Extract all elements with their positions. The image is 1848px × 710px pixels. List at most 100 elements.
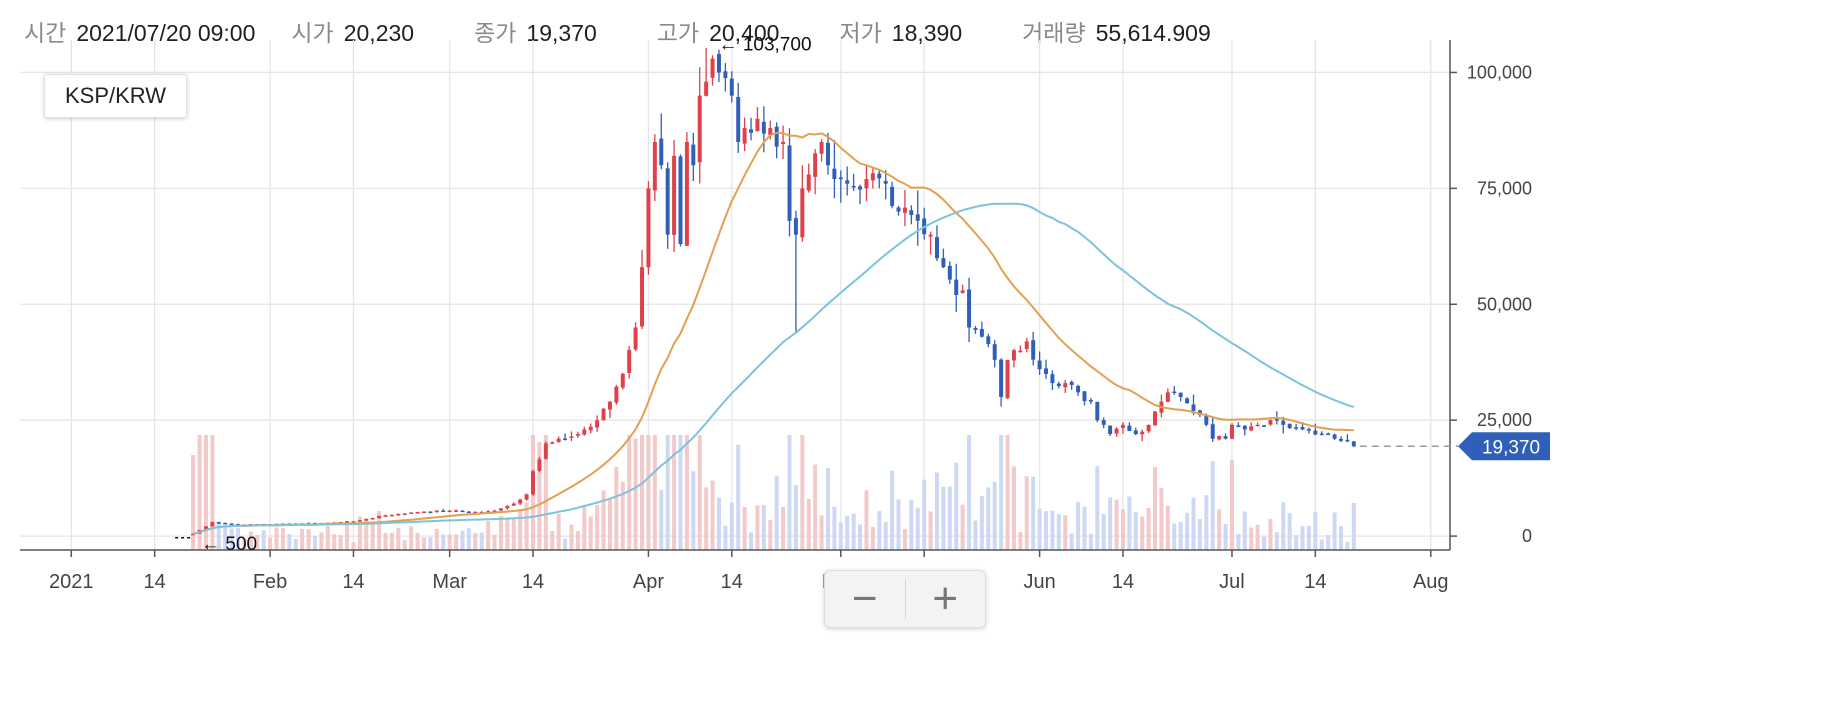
candle-body: [518, 499, 523, 504]
volume-bar: [1338, 526, 1343, 550]
volume-bar: [261, 530, 266, 550]
open-value: 20,230: [343, 20, 415, 46]
candle-body: [531, 471, 535, 495]
volume-bar: [370, 521, 375, 550]
candle-body: [652, 142, 657, 191]
candle-body: [1165, 392, 1170, 402]
candle-body: [1005, 359, 1010, 399]
volume-bar: [197, 435, 202, 550]
volume-bar: [716, 497, 721, 550]
x-tick-label: 14: [1304, 571, 1326, 593]
y-tick-label: 0: [1522, 526, 1532, 546]
candle-body: [672, 155, 677, 235]
volume-bar: [870, 526, 875, 550]
volume-bar: [1037, 508, 1042, 550]
candle-body: [1185, 398, 1190, 404]
candle-body: [1088, 399, 1093, 402]
candle-body: [434, 510, 439, 512]
volume-bar: [255, 534, 260, 550]
volume-bar: [883, 522, 888, 550]
volume-bar: [466, 528, 471, 550]
volume-bar: [1287, 513, 1292, 550]
candle-body: [543, 443, 548, 459]
candle-body: [819, 142, 824, 154]
volume-bar: [864, 490, 869, 550]
candle-body: [1076, 385, 1081, 393]
volume-bar: [338, 535, 343, 550]
candle-body: [1274, 419, 1279, 421]
volume-bar: [319, 532, 324, 550]
symbol-badge[interactable]: KSP/KRW: [44, 74, 188, 118]
candle-body: [595, 420, 600, 428]
zoom-out-button[interactable]: −: [851, 574, 878, 623]
volume-bar: [582, 506, 587, 550]
volume-bar: [1108, 497, 1113, 550]
volume-bar: [1281, 502, 1286, 550]
volume-bar: [1306, 525, 1311, 550]
candle-body: [1326, 433, 1331, 436]
candle-body: [236, 524, 241, 526]
candle-body: [1024, 341, 1029, 350]
candle-body: [678, 156, 683, 244]
zoom-divider: [904, 579, 906, 619]
volume-bar: [1210, 461, 1215, 550]
volume-bar: [1140, 516, 1145, 550]
volume-bar: [691, 471, 696, 550]
volume-bar: [479, 532, 484, 550]
volume-bar: [1088, 533, 1093, 550]
volume-bar: [902, 529, 907, 550]
candle-body: [1255, 424, 1260, 427]
volume-bar: [498, 515, 503, 550]
candle-body: [749, 129, 754, 133]
price-tag-bg: [1458, 432, 1550, 461]
candle-body: [633, 327, 638, 350]
y-tick-label: 25,000: [1477, 410, 1532, 430]
volume-bar: [922, 479, 927, 550]
candles[interactable]: [191, 47, 1356, 536]
volume-bar: [845, 515, 850, 550]
volume-bar: [543, 435, 548, 550]
candle-body: [1050, 374, 1055, 384]
volume-bar: [781, 507, 786, 550]
x-tick-label: 14: [522, 571, 544, 593]
volume-bar: [191, 455, 196, 550]
ma-long-line: [192, 202, 1355, 535]
candle-body: [383, 515, 388, 517]
volume-bar: [511, 517, 516, 550]
candle-body: [1217, 436, 1222, 440]
volume-bar: [793, 484, 798, 550]
zoom-in-button[interactable]: +: [932, 574, 959, 623]
candle-body: [742, 128, 747, 144]
candle-body: [838, 177, 843, 180]
candle-body: [954, 279, 959, 295]
candle-body: [1056, 383, 1061, 387]
candle-body: [1069, 381, 1074, 385]
candle-body: [806, 174, 811, 191]
candle-body: [1133, 430, 1138, 435]
candle-body: [607, 401, 612, 410]
candle-body: [851, 185, 856, 188]
volume-bar: [460, 530, 465, 550]
high-value: 20,400: [709, 20, 780, 46]
candle-body: [999, 359, 1004, 397]
volume-bar: [280, 528, 285, 550]
candle-body: [357, 520, 362, 522]
candle-body: [640, 267, 645, 327]
candle-body: [1281, 420, 1286, 425]
candle-body: [415, 511, 420, 514]
volume-bar: [293, 538, 298, 550]
volume-bar: [563, 538, 568, 550]
volume-bar: [684, 435, 689, 550]
candle-body: [684, 142, 689, 246]
candle-body: [890, 186, 895, 206]
candle-body: [614, 386, 619, 403]
candle-body: [665, 168, 670, 235]
low-value: 18,390: [891, 20, 963, 46]
volume-bar: [992, 481, 997, 550]
volume-bar: [954, 462, 959, 550]
volume-bar: [858, 524, 863, 550]
volume-bar: [248, 531, 253, 550]
candle-body: [1153, 411, 1158, 426]
candle-body: [627, 349, 632, 374]
